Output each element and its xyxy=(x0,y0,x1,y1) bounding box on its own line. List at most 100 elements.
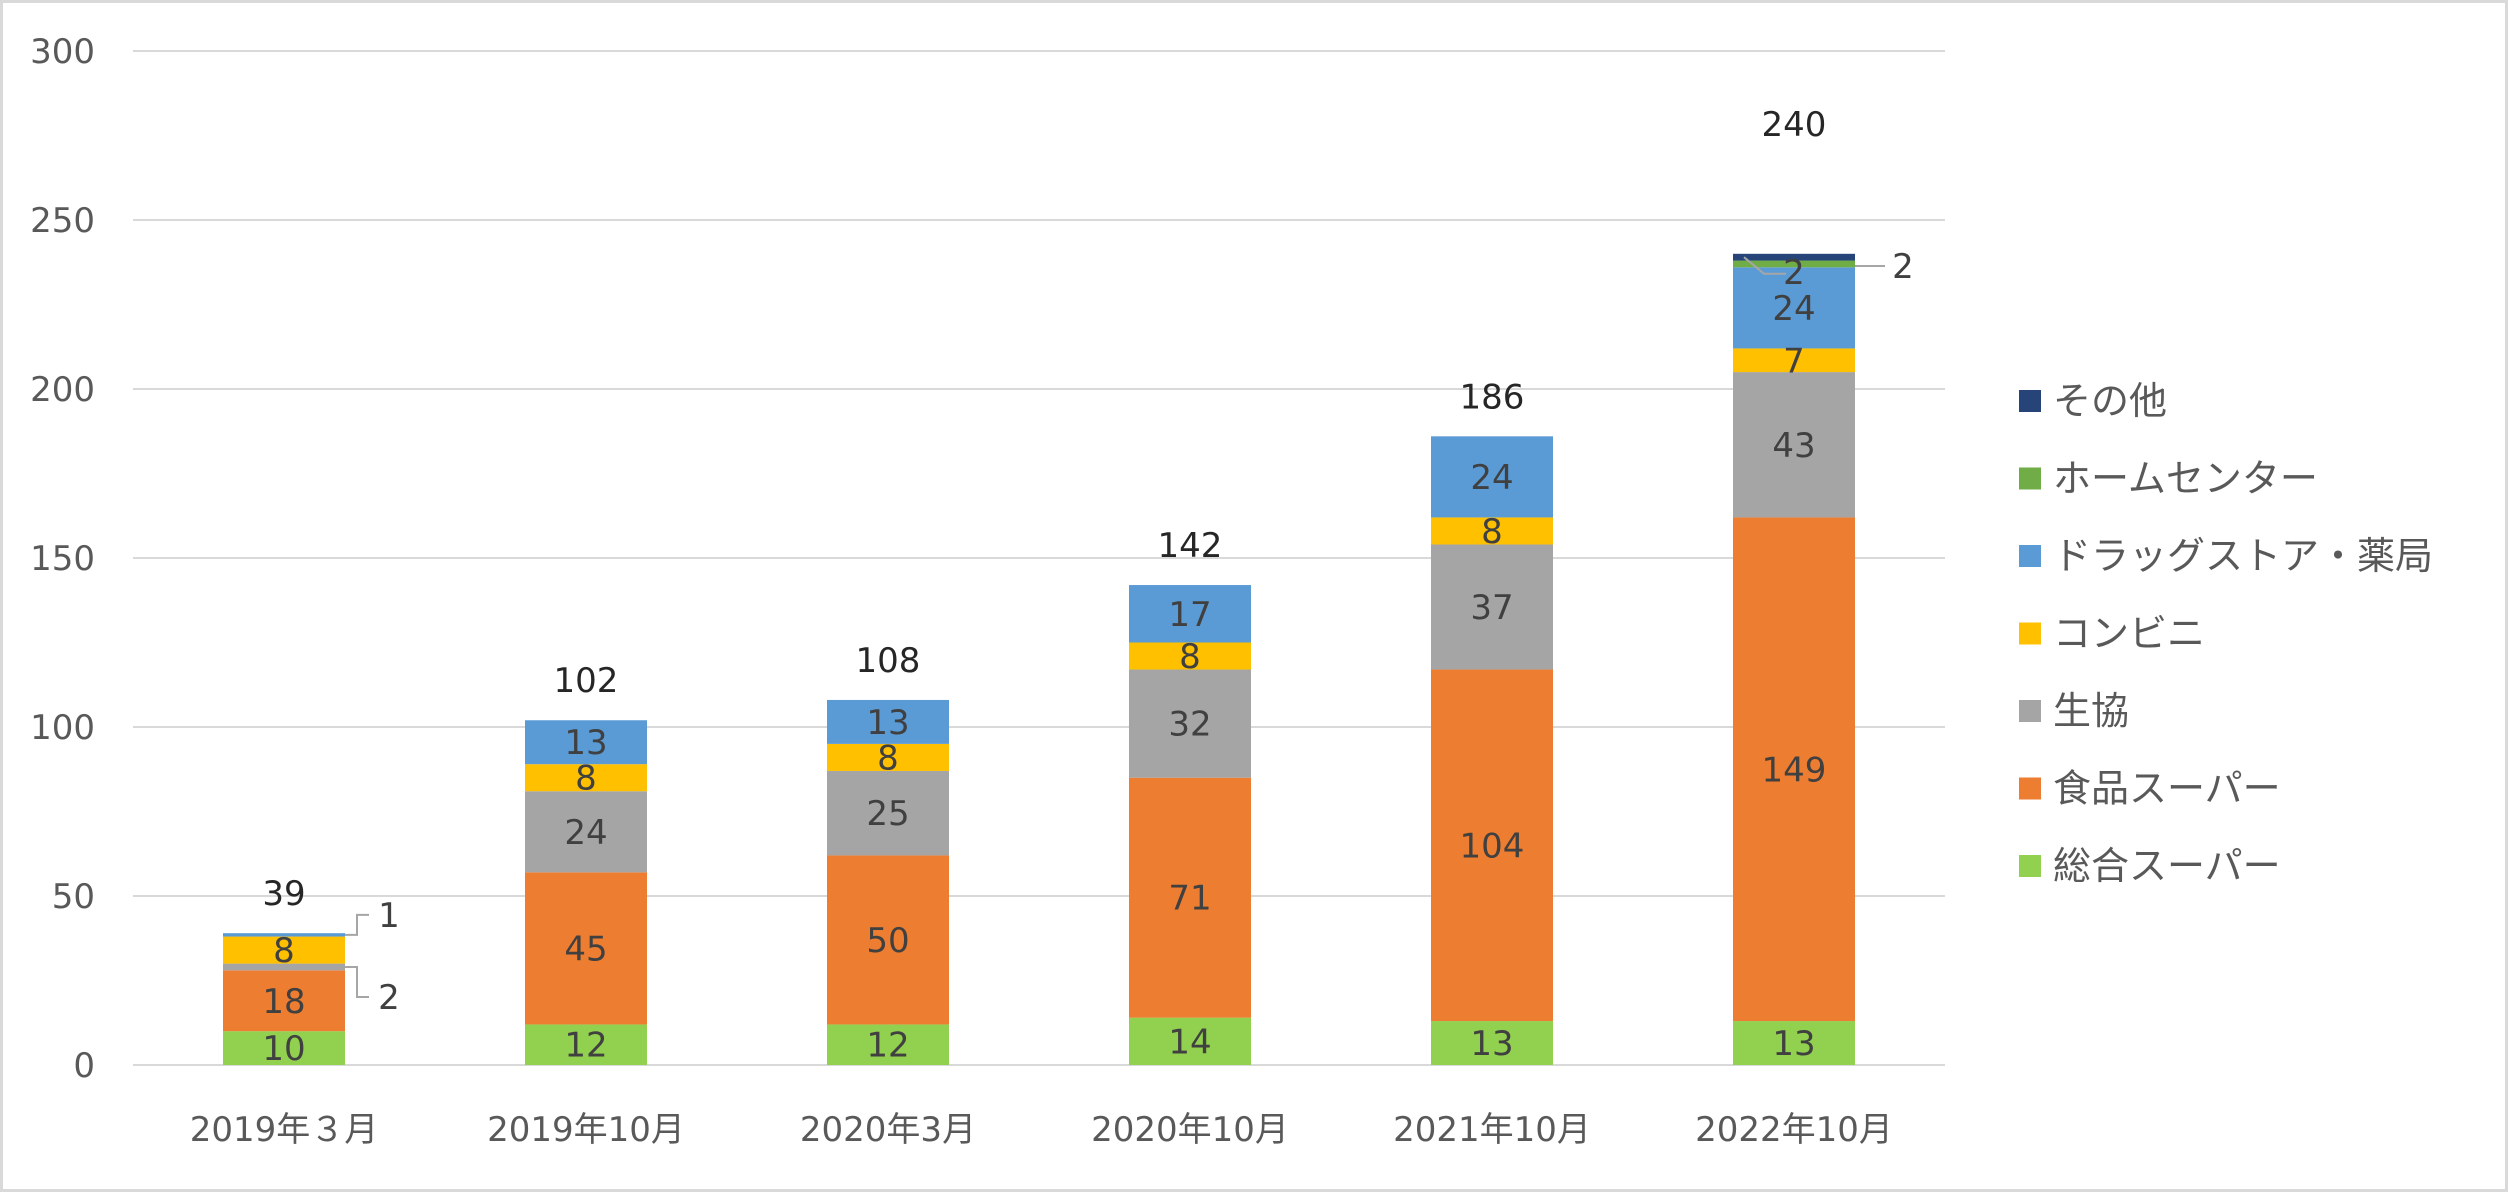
x-category-label: 2021年10月 xyxy=(1393,1110,1591,1150)
legend-swatch xyxy=(2019,545,2041,567)
data-label: 37 xyxy=(1470,588,1513,628)
bar-segment-3 xyxy=(1129,642,1251,670)
legend-label: 生協 xyxy=(2053,689,2129,733)
bar-segment-2 xyxy=(1431,544,1553,670)
bar-segment-1 xyxy=(827,855,949,1025)
legend-swatch xyxy=(2019,467,2041,490)
data-label: 50 xyxy=(866,921,909,961)
y-axis-ticks: 0 50 100 150 200 250 300 xyxy=(30,32,95,1086)
bar-segment-0 xyxy=(525,1024,647,1065)
total-label: 186 xyxy=(1460,377,1525,417)
y-tick-label: 50 xyxy=(52,877,95,917)
legend-label: 総合スーパー xyxy=(2053,844,2281,888)
legend-swatch xyxy=(2019,855,2041,877)
total-label: 240 xyxy=(1762,105,1827,145)
bar-segment-4 xyxy=(1431,436,1553,518)
legend-swatch xyxy=(2019,622,2041,645)
total-label: 142 xyxy=(1158,526,1223,566)
bar-segment-6 xyxy=(1733,253,1855,261)
x-category-label: 2019年10月 xyxy=(487,1110,685,1150)
gridlines xyxy=(133,50,1945,1066)
bar-segment-1 xyxy=(525,872,647,1025)
bar-segment-5 xyxy=(1733,260,1855,268)
data-label: 13 xyxy=(564,723,607,763)
bar-segment-0 xyxy=(223,1031,345,1065)
data-label: 71 xyxy=(1168,879,1211,919)
bar-segment-4 xyxy=(1733,267,1855,349)
data-label: 32 xyxy=(1168,705,1211,745)
data-label: 149 xyxy=(1762,750,1827,790)
data-label: 25 xyxy=(866,794,909,834)
data-label: 24 xyxy=(1772,289,1815,329)
callout-line xyxy=(345,913,369,936)
data-label: 8 xyxy=(1179,637,1201,677)
legend-label: ドラッグストア・薬局 xyxy=(2053,534,2433,578)
bar-segment-4 xyxy=(223,933,345,937)
data-label: 8 xyxy=(877,738,899,778)
y-tick-label: 150 xyxy=(30,539,95,579)
legend-swatch xyxy=(2019,700,2041,722)
total-label: 108 xyxy=(856,641,921,681)
data-label: 1 xyxy=(378,896,400,936)
bar-segment-1 xyxy=(1733,517,1855,1022)
data-label: 8 xyxy=(575,759,597,799)
data-label: 8 xyxy=(273,931,295,971)
x-category-label: 2020年10月 xyxy=(1091,1110,1289,1150)
bar-segment-4 xyxy=(827,699,949,744)
data-label: 12 xyxy=(866,1026,909,1066)
y-tick-label: 200 xyxy=(30,370,95,410)
bar-segment-2 xyxy=(525,791,647,873)
y-tick-label: 100 xyxy=(30,708,95,748)
data-label: 14 xyxy=(1168,1022,1211,1062)
x-category-label: 2019年３月 xyxy=(190,1110,379,1150)
callout-line xyxy=(345,965,369,998)
data-label: 10 xyxy=(262,1029,305,1069)
legend-swatch xyxy=(2019,390,2041,412)
total-label: 39 xyxy=(262,874,305,914)
data-label: 13 xyxy=(1772,1024,1815,1064)
y-tick-label: 0 xyxy=(73,1046,95,1086)
y-tick-label: 300 xyxy=(30,32,95,72)
data-label: 43 xyxy=(1772,426,1815,466)
bar-segment-1 xyxy=(223,970,345,1032)
data-label: 104 xyxy=(1460,826,1525,866)
bar-segment-4 xyxy=(1129,585,1251,643)
bar-segment-2 xyxy=(1733,372,1855,518)
y-tick-label: 250 xyxy=(30,201,95,241)
bar-segment-1 xyxy=(1431,669,1553,1022)
legend-label: その他 xyxy=(2053,379,2167,423)
data-labels: 1018821391245248131021250258131081471328… xyxy=(262,105,1913,1069)
legend-label: ホームセンター xyxy=(2053,457,2318,501)
bar-segment-3 xyxy=(1733,348,1855,373)
bar-segment-4 xyxy=(525,720,647,765)
data-label: 8 xyxy=(1481,512,1503,552)
legend-swatch xyxy=(2019,777,2041,800)
callout-line xyxy=(1743,256,1786,275)
bar-segment-0 xyxy=(827,1024,949,1065)
bar-segment-3 xyxy=(827,743,949,771)
bar-segment-0 xyxy=(1733,1021,1855,1065)
data-label: 24 xyxy=(564,813,607,853)
bar-segment-3 xyxy=(223,936,345,964)
data-label: 17 xyxy=(1168,595,1211,635)
data-label: 18 xyxy=(262,982,305,1022)
bar-segment-1 xyxy=(1129,777,1251,1018)
data-label: 13 xyxy=(1470,1024,1513,1064)
x-category-label: 2022年10月 xyxy=(1695,1110,1893,1150)
legend-label: コンビニ xyxy=(2053,612,2205,656)
bar-segment-0 xyxy=(1129,1017,1251,1065)
bar-segment-3 xyxy=(525,764,647,792)
legend-label: 食品スーパー xyxy=(2053,767,2281,811)
bar-segment-2 xyxy=(1129,669,1251,778)
bar-segment-2 xyxy=(223,963,345,971)
data-label: 7 xyxy=(1783,341,1805,381)
bar-segment-0 xyxy=(1431,1021,1553,1065)
total-label: 102 xyxy=(554,661,619,701)
bar-segment-3 xyxy=(1431,517,1553,545)
data-label: 24 xyxy=(1470,458,1513,498)
data-label: 2 xyxy=(1892,247,1914,287)
x-axis-categories: 2019年３月 2019年10月 2020年3月 2020年10月 2021年10月 20… xyxy=(190,1110,1893,1150)
data-label: 2 xyxy=(378,978,400,1018)
